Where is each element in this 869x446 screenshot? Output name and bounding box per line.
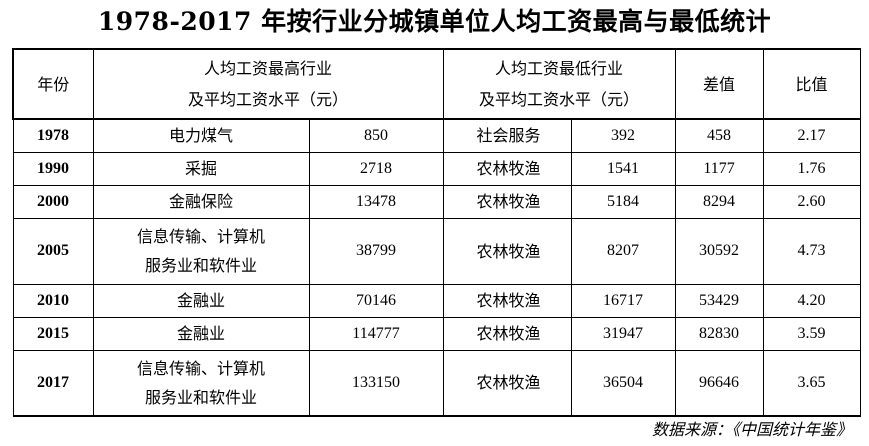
- cell-difference: 8294: [674, 184, 764, 219]
- cell-highest-wage: 133150: [308, 349, 444, 417]
- cell-difference: 458: [674, 118, 764, 153]
- cell-lowest-industry: 农林牧渔: [442, 184, 572, 219]
- header-highest-line1: 人均工资最高行业: [204, 59, 333, 78]
- header-year: 年份: [12, 48, 94, 120]
- cell-highest-industry: 信息传输、计算机 服务业和软件业: [92, 217, 310, 285]
- table-row: 1990 采掘 2718 农林牧渔 1541 1177 1.76: [12, 151, 861, 186]
- table-row: 2000 金融保险 13478 农林牧渔 5184 8294 2.60: [12, 184, 861, 219]
- cell-year: 2000: [12, 184, 94, 219]
- page-title: 1978-2017 年按行业分城镇单位人均工资最高与最低统计: [97, 7, 772, 36]
- table-row: 2015 金融业 114777 农林牧渔 31947 82830 3.59: [12, 316, 861, 351]
- cell-lowest-industry: 农林牧渔: [442, 151, 572, 186]
- cell-ratio: 4.73: [762, 217, 861, 285]
- table-row: 1978 电力煤气 850 社会服务 392 458 2.17: [12, 118, 861, 153]
- cell-ratio: 2.17: [762, 118, 861, 153]
- cell-highest-wage: 13478: [308, 184, 444, 219]
- cell-lowest-wage: 31947: [570, 316, 676, 351]
- cell-lowest-industry: 农林牧渔: [442, 283, 572, 318]
- cell-lowest-wage: 392: [570, 118, 676, 153]
- header-lowest-line2: 及平均工资水平（元）: [479, 90, 640, 109]
- table-row: 2017 信息传输、计算机 服务业和软件业 133150 农林牧渔 36504 96646 3…: [12, 349, 861, 417]
- cell-ratio: 3.65: [762, 349, 861, 417]
- cell-year: 1990: [12, 151, 94, 186]
- cell-lowest-wage: 8207: [570, 217, 676, 285]
- cell-lowest-industry: 社会服务: [442, 118, 572, 153]
- cell-lowest-industry: 农林牧渔: [442, 349, 572, 417]
- cell-highest-wage: 2718: [308, 151, 444, 186]
- cell-highest-industry-line1: 信息传输、计算机: [136, 227, 265, 246]
- cell-year: 2005: [12, 217, 94, 285]
- cell-lowest-wage: 36504: [570, 349, 676, 417]
- cell-year: 2015: [12, 316, 94, 351]
- cell-highest-industry-line2: 服务业和软件业: [144, 387, 257, 407]
- cell-highest-industry: 采掘: [92, 151, 310, 186]
- cell-difference: 96646: [674, 349, 764, 417]
- cell-ratio: 1.76: [762, 151, 861, 186]
- cell-highest-industry: 电力煤气: [92, 118, 310, 153]
- cell-highest-industry-line2: 服务业和软件业: [144, 256, 257, 275]
- table-body: 1978 电力煤气 850 社会服务 392 458 2.17 1990 采掘 2718 农林牧渔 1…: [12, 118, 861, 417]
- table-row: 2005 信息传输、计算机 服务业和软件业 38799 农林牧渔 8207 30592 4.7…: [12, 217, 861, 285]
- header-lowest-line1: 人均工资最低行业: [495, 59, 624, 78]
- cell-year: 2010: [12, 283, 94, 318]
- cell-ratio: 4.20: [762, 283, 861, 318]
- cell-difference: 82830: [674, 316, 764, 351]
- cell-highest-industry: 金融业: [92, 316, 310, 351]
- cell-year: 2017: [12, 349, 94, 417]
- cell-difference: 53429: [674, 283, 764, 318]
- cell-lowest-wage: 5184: [570, 184, 676, 219]
- cell-lowest-wage: 16717: [570, 283, 676, 318]
- table-header: 年份 人均工资最高行业 及平均工资水平（元） 人均工资最低行业 及平均工资水平（…: [12, 48, 861, 120]
- cell-highest-industry-line1: 信息传输、计算机: [136, 358, 265, 378]
- header-ratio: 比值: [762, 48, 861, 120]
- wage-statistics-table: 年份 人均工资最高行业 及平均工资水平（元） 人均工资最低行业 及平均工资水平（…: [12, 48, 861, 417]
- header-highest-industry: 人均工资最高行业 及平均工资水平（元）: [92, 48, 444, 120]
- cell-highest-wage: 850: [308, 118, 444, 153]
- cell-year: 1978: [12, 118, 94, 153]
- cell-highest-wage: 114777: [308, 316, 444, 351]
- cell-lowest-industry: 农林牧渔: [442, 316, 572, 351]
- cell-lowest-wage: 1541: [570, 151, 676, 186]
- header-difference: 差值: [674, 48, 764, 120]
- cell-ratio: 2.60: [762, 184, 861, 219]
- header-highest-line2: 及平均工资水平（元）: [188, 90, 349, 109]
- header-lowest-industry: 人均工资最低行业 及平均工资水平（元）: [442, 48, 676, 120]
- cell-lowest-industry: 农林牧渔: [442, 217, 572, 285]
- header-row: 年份 人均工资最高行业 及平均工资水平（元） 人均工资最低行业 及平均工资水平（…: [12, 48, 861, 120]
- cell-ratio: 3.59: [762, 316, 861, 351]
- cell-highest-industry: 金融业: [92, 283, 310, 318]
- cell-highest-industry: 信息传输、计算机 服务业和软件业: [92, 349, 310, 417]
- cell-highest-wage: 70146: [308, 283, 444, 318]
- cell-difference: 1177: [674, 151, 764, 186]
- table-row: 2010 金融业 70146 农林牧渔 16717 53429 4.20: [12, 283, 861, 318]
- source-note: 数据来源：《中国统计年鉴》: [651, 420, 852, 439]
- cell-difference: 30592: [674, 217, 764, 285]
- cell-highest-wage: 38799: [308, 217, 444, 285]
- cell-highest-industry: 金融保险: [92, 184, 310, 219]
